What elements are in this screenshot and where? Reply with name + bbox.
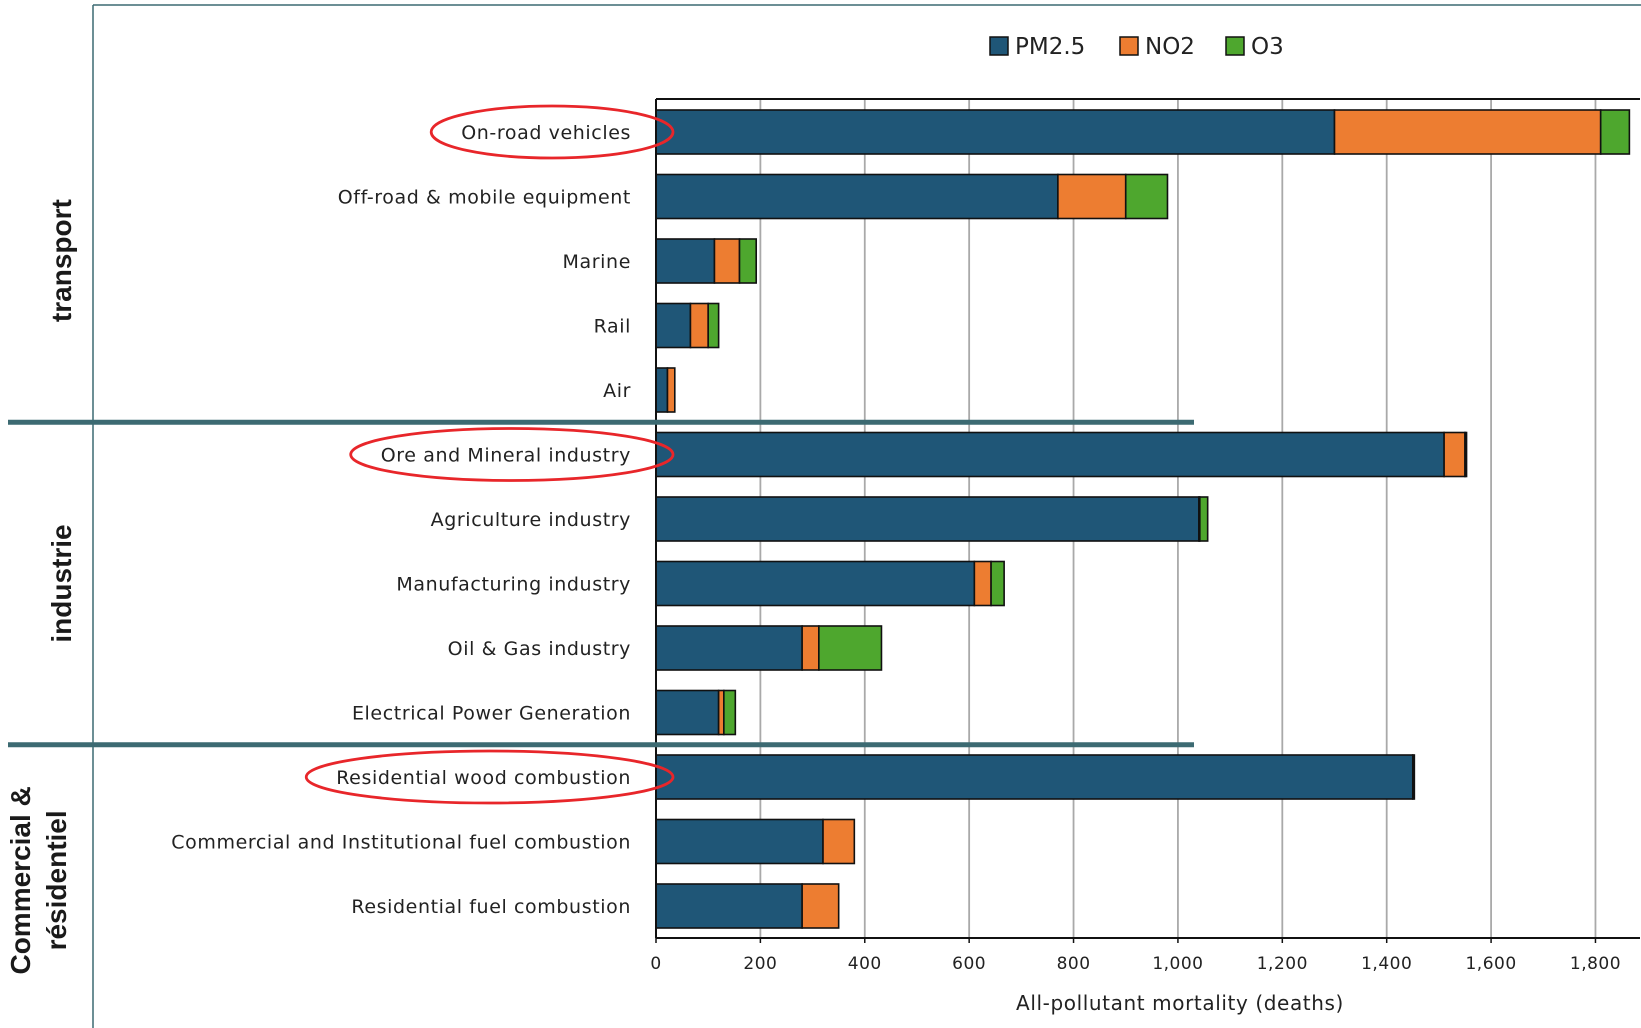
bar-segment-pm25-1	[655, 173, 1059, 220]
legend-swatch-o3	[1225, 36, 1245, 56]
group-label-transport: transport	[46, 199, 77, 322]
bar-segment-pm25-10	[655, 754, 1414, 800]
bar-segment-no2-0	[1333, 109, 1602, 155]
bar-segment-no2-2	[713, 238, 741, 284]
highlight-ellipse	[429, 104, 675, 160]
bar-segment-pm25-8	[655, 625, 803, 671]
bar-segment-pm25-4	[655, 367, 669, 413]
category-label: Rail	[594, 316, 631, 338]
group-label-line: Commercial &	[5, 786, 36, 974]
category-label: Electrical Power Generation	[352, 703, 631, 725]
x-tick-label: 1,600	[1465, 954, 1516, 974]
bar-segment-pm25-12	[655, 883, 803, 929]
bar-segment-pm25-3	[655, 302, 692, 349]
legend-label: PM2.5	[1015, 34, 1085, 60]
x-tick-label: 0	[650, 954, 661, 974]
category-label: Air	[603, 380, 631, 402]
bar-segment-no2-3	[689, 302, 709, 349]
category-label: Oil & Gas industry	[448, 638, 631, 660]
bar-segment-o3-7	[990, 560, 1005, 607]
x-tick-label: 600	[952, 954, 986, 974]
group-label-industrie: industrie	[46, 524, 77, 642]
bar-segment-o3-0	[1599, 109, 1631, 155]
bar-segment-o3-5	[1464, 431, 1468, 478]
bar-segment-no2-11	[822, 818, 856, 865]
bar-segment-o3-1	[1124, 173, 1169, 220]
bar-segment-o3-9	[723, 689, 737, 736]
legend-swatch-no2	[1119, 36, 1139, 56]
bar-segment-pm25-11	[655, 818, 824, 865]
category-label: Residential fuel combustion	[351, 896, 631, 918]
bar-segment-o3-6	[1199, 496, 1209, 542]
bar-segment-pm25-5	[655, 431, 1445, 478]
bar-segment-no2-8	[801, 625, 820, 671]
x-tick-label: 400	[848, 954, 882, 974]
x-tick-label: 1,400	[1361, 954, 1412, 974]
group-label-line: résidentiel	[41, 810, 72, 950]
x-axis-label: All-pollutant mortality (deaths)	[1016, 991, 1344, 1015]
legend-label: O3	[1251, 34, 1284, 60]
category-label: On-road vehicles	[461, 122, 631, 144]
bar-segment-no2-5	[1443, 431, 1466, 478]
category-label: Manufacturing industry	[396, 574, 631, 596]
bar-segment-o3-8	[818, 625, 883, 671]
x-tick-label: 1,000	[1152, 954, 1203, 974]
category-label: Agriculture industry	[431, 509, 631, 531]
bar-segment-o3-3	[707, 302, 720, 349]
bar-segment-pm25-9	[655, 689, 720, 736]
bar-segment-pm25-2	[655, 238, 716, 284]
legend-label: NO2	[1145, 34, 1195, 60]
category-label: Residential wood combustion	[336, 767, 631, 789]
bar-segment-pm25-6	[655, 496, 1200, 542]
x-tick-label: 200	[743, 954, 777, 974]
bar-segment-no2-4	[666, 367, 676, 413]
bar-segment-pm25-7	[655, 560, 976, 607]
x-tick-label: 1,800	[1570, 954, 1621, 974]
bar-segment-no2-1	[1057, 173, 1127, 220]
category-label: Ore and Mineral industry	[381, 445, 631, 467]
bar-segment-no2-7	[973, 560, 992, 607]
x-tick-label: 1,200	[1257, 954, 1308, 974]
bar-segment-pm25-0	[655, 109, 1336, 155]
bar-segment-o3-2	[738, 238, 758, 284]
x-tick-label: 800	[1057, 954, 1091, 974]
category-label: Marine	[563, 251, 631, 273]
bar-segment-no2-10	[1411, 754, 1416, 800]
highlight-ellipse	[349, 427, 675, 482]
legend-swatch-pm25	[989, 36, 1009, 56]
highlight-ellipse	[304, 749, 675, 805]
bar-segment-no2-12	[801, 883, 840, 929]
category-label: Off-road & mobile equipment	[338, 187, 631, 209]
category-label: Commercial and Institutional fuel combus…	[171, 832, 631, 854]
